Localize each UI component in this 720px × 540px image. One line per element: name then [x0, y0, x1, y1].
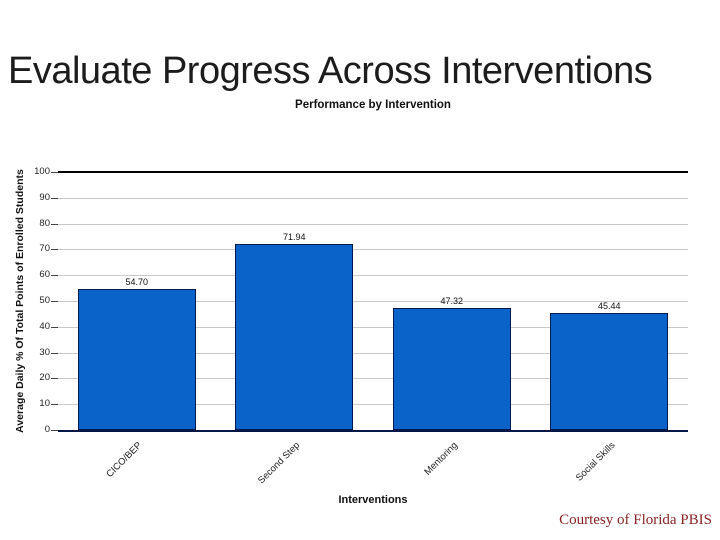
x-axis-baseline	[58, 430, 688, 432]
y-tick-label: 30	[39, 346, 50, 358]
gridline	[58, 223, 688, 225]
x-category-label: Second Step	[255, 440, 303, 487]
bar-mentoring	[392, 307, 511, 430]
y-tick-mark	[51, 172, 58, 173]
y-tick-label: 80	[39, 217, 50, 229]
bar-second-step	[235, 244, 354, 430]
bar-value-label: 71.94	[282, 232, 306, 243]
y-tick-mark	[51, 223, 58, 225]
gridline	[58, 301, 688, 302]
y-tick-mark	[51, 275, 58, 277]
y-tick-label: 50	[39, 295, 50, 306]
gridline	[58, 249, 688, 251]
gridline-top	[58, 171, 688, 173]
x-axis-title: Interventions	[338, 494, 408, 506]
x-category-label: Mentoring	[421, 440, 460, 478]
y-tick-label: 10	[39, 398, 50, 410]
y-tick-mark	[51, 430, 58, 431]
y-tick-label: 60	[39, 269, 50, 281]
y-tick-mark	[51, 326, 58, 328]
x-category-label: Social Skills	[573, 440, 618, 484]
gridline	[58, 378, 688, 380]
bar-chart-plot-area: 0 10 20 30 40 50 60 70 80 90 100 54.70 CICO/BEP 71.94…	[34, 167, 688, 486]
y-tick-mark	[51, 352, 58, 354]
bar-social-skills	[550, 312, 669, 430]
y-tick-label: 20	[39, 372, 50, 384]
bar-cico-bep	[77, 288, 196, 430]
y-tick-mark	[51, 404, 58, 406]
gridline	[58, 352, 688, 354]
bar-value-label: 47.32	[440, 295, 464, 306]
y-tick-mark	[51, 378, 58, 380]
y-tick-mark	[51, 301, 58, 302]
y-tick-label: 100	[34, 166, 50, 177]
y-tick-label: 40	[39, 320, 50, 332]
slide-title: Evaluate Progress Across Interventions	[8, 50, 653, 92]
gridline	[58, 275, 688, 277]
bar-value-label: 54.70	[125, 276, 149, 287]
y-tick-label: 0	[44, 424, 50, 435]
gridline	[58, 326, 688, 328]
gridline	[58, 404, 688, 406]
gridline	[58, 197, 688, 199]
x-category-label: CICO/BEP	[104, 440, 145, 480]
chart-title: Performance by Intervention	[295, 99, 451, 111]
y-tick-label: 70	[39, 243, 50, 255]
credit-text: Courtesy of Florida PBIS	[559, 512, 712, 528]
bar-value-label: 45.44	[597, 300, 621, 311]
y-tick-mark	[51, 249, 58, 251]
y-tick-mark	[51, 197, 58, 199]
y-tick-label: 90	[39, 191, 50, 203]
